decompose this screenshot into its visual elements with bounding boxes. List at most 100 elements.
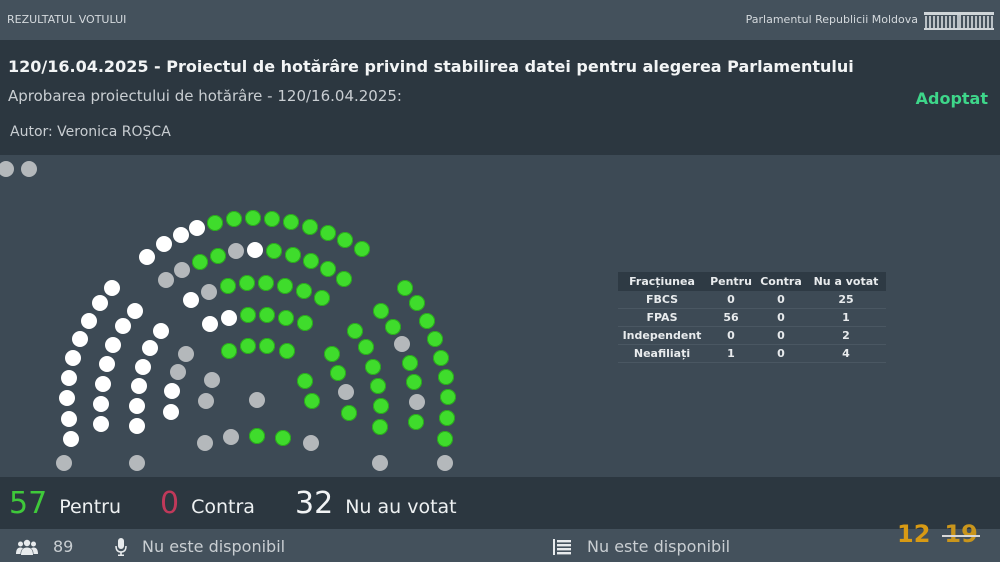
seat-absent	[131, 378, 147, 394]
vote-subject: Aprobarea proiectului de hotărâre - 120/…	[8, 87, 402, 105]
for-value: 0	[727, 293, 735, 306]
seat-voted-for	[239, 275, 255, 291]
col-header-against: Contra	[760, 275, 802, 288]
present-count: 89	[53, 537, 74, 556]
faction-name: Neafiliați	[633, 347, 691, 360]
seat-voted-for	[385, 319, 401, 335]
table-row: Neafiliați 1 0 4	[618, 345, 886, 363]
seat-voted-for	[297, 315, 313, 331]
seat-voted-for	[439, 410, 455, 426]
seat-voted-for	[283, 214, 299, 230]
seat-absent	[247, 242, 263, 258]
seat-not-voted	[174, 262, 190, 278]
faction-name: Independent	[622, 329, 702, 342]
seat-not-voted	[201, 284, 217, 300]
seat-not-voted	[409, 394, 425, 410]
seat-voted-for	[354, 241, 370, 257]
seat-not-voted	[228, 243, 244, 259]
seat-voted-for	[258, 275, 274, 291]
list-icon	[553, 538, 571, 555]
institution-name: Parlamentul Republicii Moldova	[745, 13, 918, 26]
seat-voted-for	[220, 278, 236, 294]
seat-voted-for	[373, 398, 389, 414]
seat-absent	[61, 411, 77, 427]
seat-absent	[202, 316, 218, 332]
present-members: 89	[16, 537, 73, 556]
seat-voted-for	[302, 219, 318, 235]
status-footer: 89 Nu este disponibil Nu este disponibil	[0, 529, 1000, 562]
seat-absent	[104, 280, 120, 296]
not-voted-value: 25	[838, 293, 854, 306]
seat-voted-for	[296, 283, 312, 299]
microphone-icon	[115, 537, 127, 556]
not-voted-value: 1	[842, 311, 850, 324]
speakers-list-status-text: Nu este disponibil	[587, 537, 731, 556]
seat-voted-for	[264, 211, 280, 227]
seat-not-voted	[198, 393, 214, 409]
seat-absent	[99, 356, 115, 372]
for-value: 1	[727, 347, 735, 360]
seat-not-voted	[437, 455, 453, 471]
total-not-voted: 32 Nu au votat	[295, 486, 457, 521]
seat-absent	[95, 376, 111, 392]
seat-voted-for	[259, 307, 275, 323]
seat-not-voted	[372, 455, 388, 471]
seat-voted-for	[358, 339, 374, 355]
vote-totals-bar: 57 Pentru 0 Contra 32 Nu au votat	[0, 477, 1000, 529]
timer-display: 12 19	[897, 520, 981, 548]
seat-voted-for	[249, 428, 265, 444]
seat-voted-for	[337, 232, 353, 248]
timer-previous: 19	[942, 520, 981, 548]
seat-absent	[163, 404, 179, 420]
seat-voted-for	[245, 210, 261, 226]
seat-absent	[129, 398, 145, 414]
table-row: FBCS 0 0 25	[618, 291, 886, 309]
microphone-status: Nu este disponibil	[115, 537, 285, 556]
seat-voted-for	[221, 343, 237, 359]
seat-not-voted	[204, 372, 220, 388]
seat-absent	[93, 416, 109, 432]
seat-voted-for	[347, 323, 363, 339]
seat-absent	[115, 318, 131, 334]
bill-title: 120/16.04.2025 - Proiectul de hotărâre p…	[8, 57, 854, 76]
seat-absent	[105, 337, 121, 353]
seat-not-voted	[178, 346, 194, 362]
seat-not-voted	[158, 272, 174, 288]
seat-voted-for	[297, 373, 313, 389]
seat-voted-for	[210, 248, 226, 264]
against-count: 0	[160, 486, 180, 521]
seat-absent	[127, 303, 143, 319]
speakers-list-status: Nu este disponibil	[553, 537, 730, 556]
seat-not-voted	[338, 384, 354, 400]
against-value: 0	[777, 347, 785, 360]
seat-absent	[65, 350, 81, 366]
seat-absent	[129, 418, 145, 434]
seat-voted-for	[240, 338, 256, 354]
for-label: Pentru	[59, 496, 122, 518]
bill-author: Autor: Veronica ROȘCA	[10, 124, 171, 140]
people-group-icon	[16, 539, 38, 555]
seat-not-voted	[249, 392, 265, 408]
table-row: Independent 0 0 2	[618, 327, 886, 345]
not-voted-count: 32	[295, 486, 334, 521]
against-value: 0	[777, 329, 785, 342]
seat-absent	[135, 359, 151, 375]
seat-absent	[156, 236, 172, 252]
seat-absent	[61, 370, 77, 386]
screen-title: REZULTATUL VOTULUI	[7, 13, 127, 26]
seat-voted-for	[320, 261, 336, 277]
seat-voted-for	[277, 278, 293, 294]
seat-voted-for	[341, 405, 357, 421]
total-for: 57 Pentru	[9, 486, 121, 521]
seat-voted-for	[438, 369, 454, 385]
seat-not-voted	[0, 161, 14, 177]
faction-results-table: Fracțiunea Pentru Contra Nu a votat FBCS…	[618, 272, 886, 363]
seat-voted-for	[207, 215, 223, 231]
seat-voted-for	[304, 393, 320, 409]
faction-name: FPAS	[646, 311, 678, 324]
seat-voted-for	[440, 389, 456, 405]
seat-voted-for	[419, 313, 435, 329]
col-header-faction: Fracțiunea	[629, 275, 695, 288]
seat-not-voted	[223, 429, 239, 445]
seat-voted-for	[433, 350, 449, 366]
